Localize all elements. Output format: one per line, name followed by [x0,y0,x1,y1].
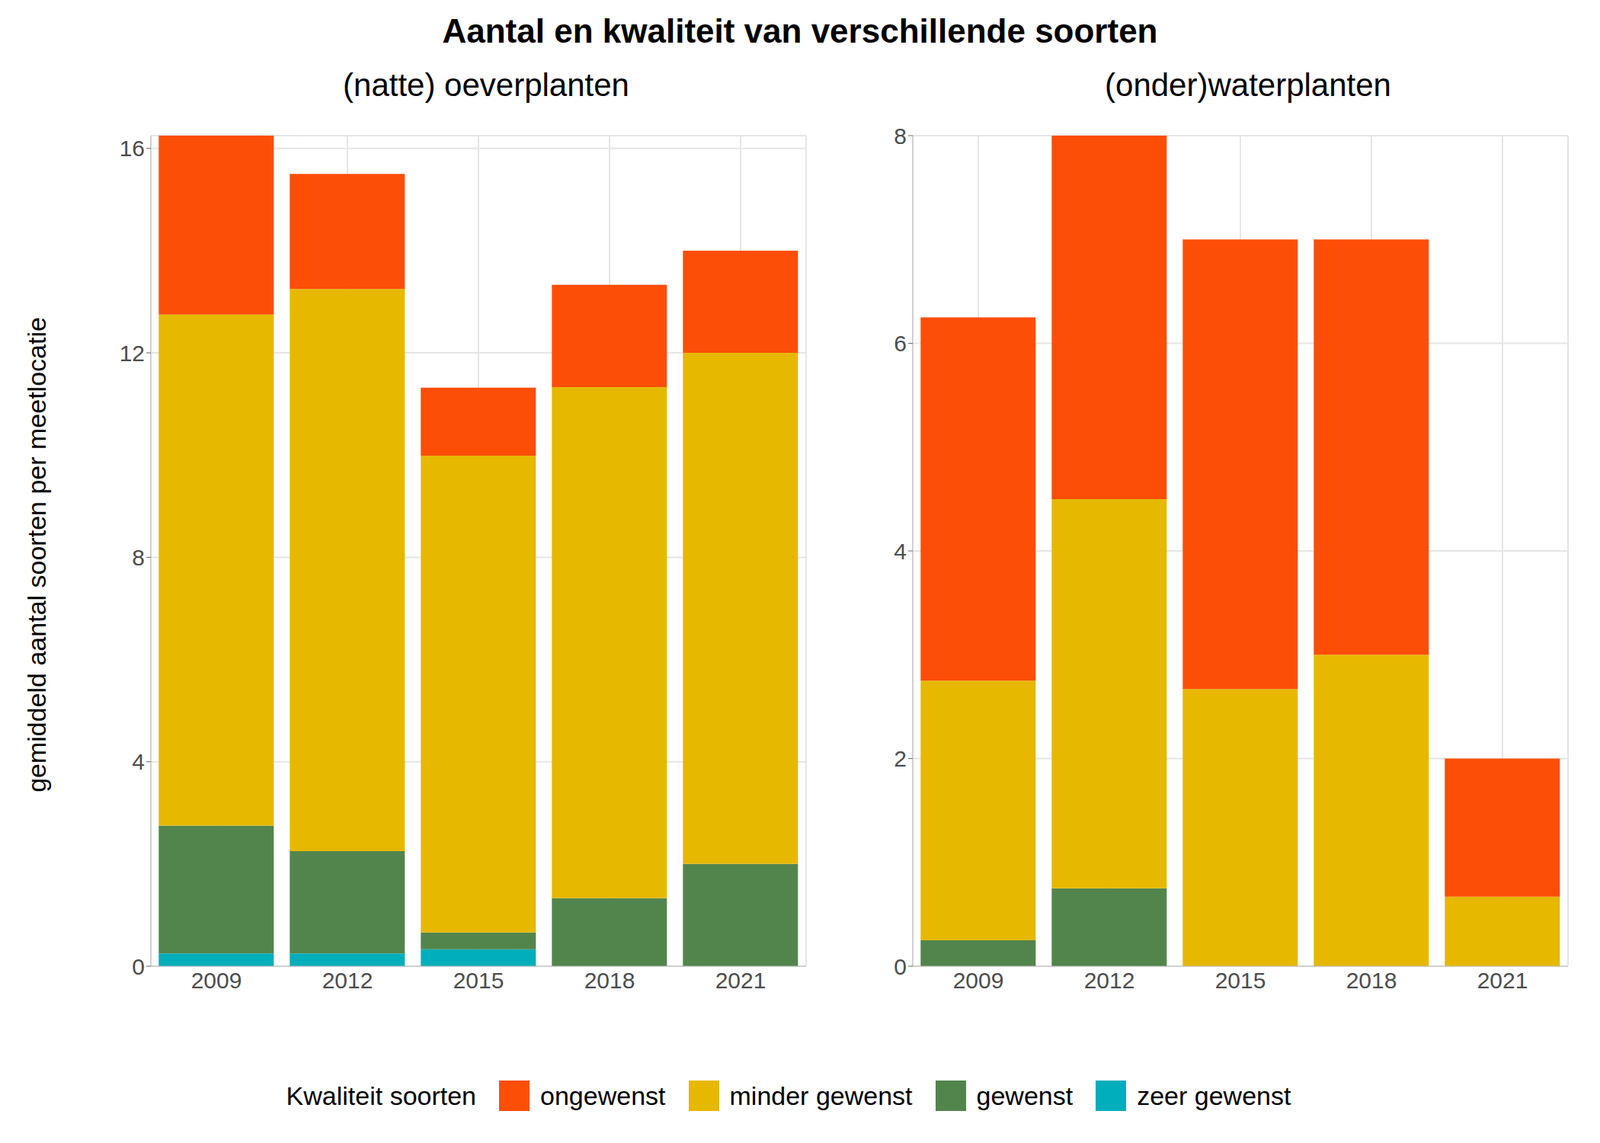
svg-text:2021: 2021 [715,967,767,993]
svg-text:6: 6 [893,330,907,356]
svg-text:0: 0 [131,953,145,980]
svg-text:2012: 2012 [322,967,374,993]
svg-text:2015: 2015 [1215,967,1267,993]
svg-text:0: 0 [893,953,907,980]
svg-text:2009: 2009 [953,967,1005,993]
html-text:gewenst: gewenst [976,1080,1073,1110]
svg-text:16: 16 [119,135,145,161]
html-text:(natte) oeverplanten: (natte) oeverplanten [342,67,630,103]
svg-text:4: 4 [893,538,907,564]
svg-text:8: 8 [893,123,907,149]
svg-text:2: 2 [893,745,907,772]
svg-text:2018: 2018 [584,967,636,993]
html-text:ongewenst: ongewenst [540,1080,666,1110]
html-text:Kwaliteit soorten: Kwaliteit soorten [286,1080,477,1110]
svg-text:2015: 2015 [453,967,505,993]
html-text:gemiddeld aantal soorten per m: gemiddeld aantal soorten per meetlocatie [21,317,51,793]
html-text:minder gewenst: minder gewenst [729,1080,913,1110]
svg-text:2021: 2021 [1477,967,1529,993]
html-text:(onder)waterplanten: (onder)waterplanten [1104,67,1392,103]
html-text:Aantal en kwaliteit van versch: Aantal en kwaliteit van verschillende so… [442,12,1158,50]
svg-text:4: 4 [131,748,145,775]
svg-text:2018: 2018 [1346,967,1398,993]
html-text:zeer gewenst: zeer gewenst [1136,1080,1291,1110]
svg-text:2012: 2012 [1084,967,1136,993]
svg-text:12: 12 [119,340,145,366]
svg-text:8: 8 [131,544,145,570]
svg-text:2009: 2009 [191,967,243,993]
